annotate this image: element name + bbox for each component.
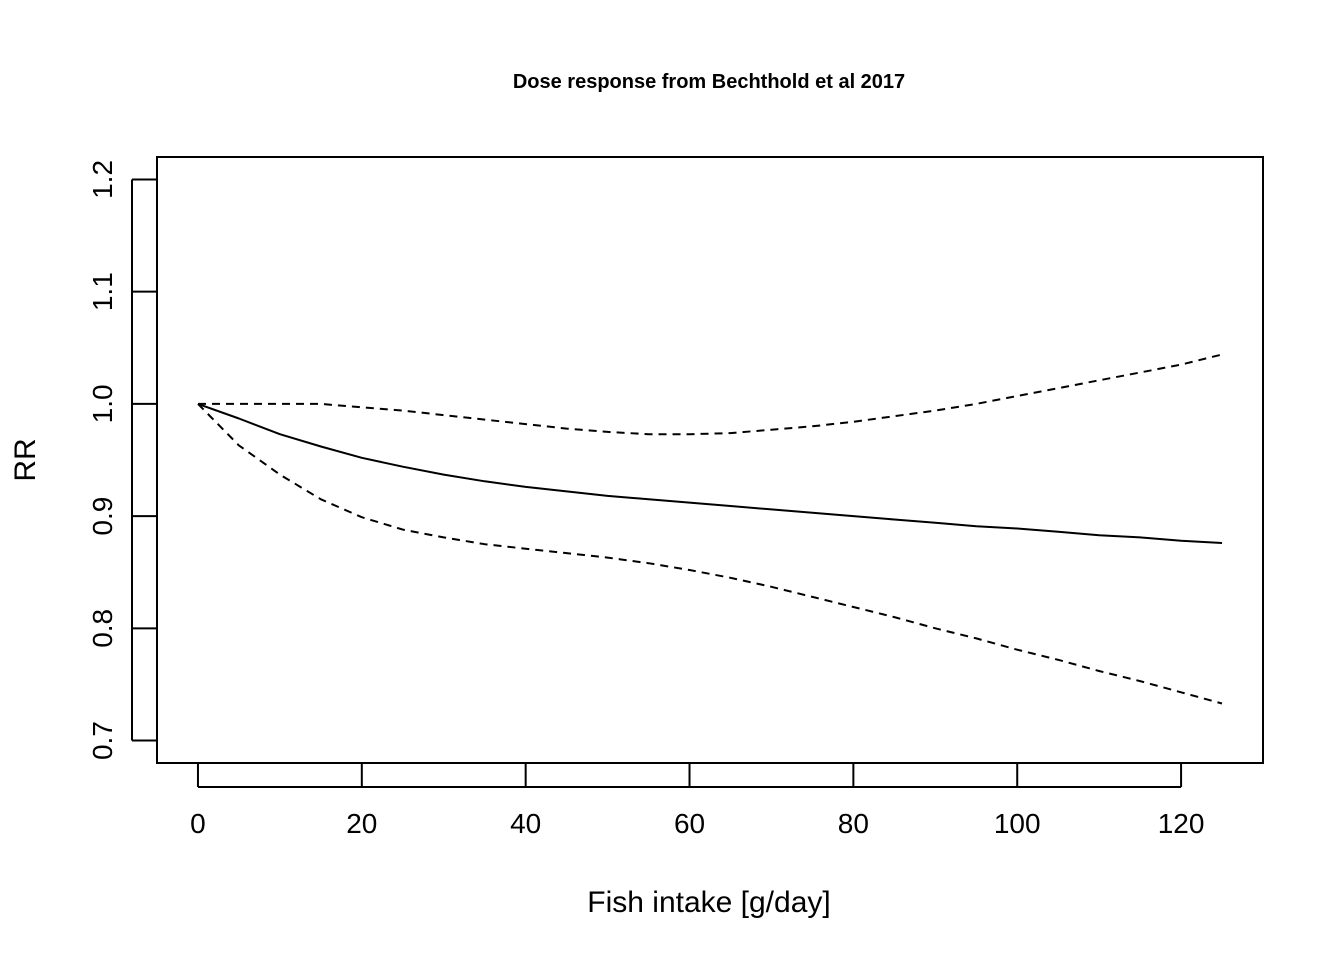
series-estimate-line [197, 402, 1223, 544]
y-tick-label: 0.9 [87, 497, 118, 536]
y-axis: 0.7 0.8 0.9 1.0 1.1 1.2 [87, 160, 157, 760]
x-tick-label: 120 [1158, 808, 1205, 839]
x-tick-label: 0 [190, 808, 206, 839]
x-tick-label: 20 [346, 808, 377, 839]
series-group [197, 353, 1223, 705]
y-axis-label: RR [9, 438, 42, 481]
y-tick-label: 1.0 [87, 384, 118, 423]
x-tick-label: 60 [674, 808, 705, 839]
x-tick-label: 40 [510, 808, 541, 839]
y-tick-label: 0.8 [87, 609, 118, 648]
y-tick-label: 1.1 [87, 272, 118, 311]
series-upper-ci-line [198, 353, 1223, 436]
y-tick-label: 1.2 [87, 160, 118, 199]
x-tick-label: 80 [838, 808, 869, 839]
series-lower-ci-line [197, 403, 1223, 705]
x-axis-label: Fish intake [g/day] [587, 886, 830, 919]
chart-title: Dose response from Bechthold et al 2017 [513, 71, 905, 93]
x-axis: 0 20 40 60 80 100 120 [190, 763, 1204, 839]
plot-frame [156, 156, 1264, 764]
x-tick-label: 100 [994, 808, 1041, 839]
y-tick-label: 0.7 [87, 721, 118, 760]
